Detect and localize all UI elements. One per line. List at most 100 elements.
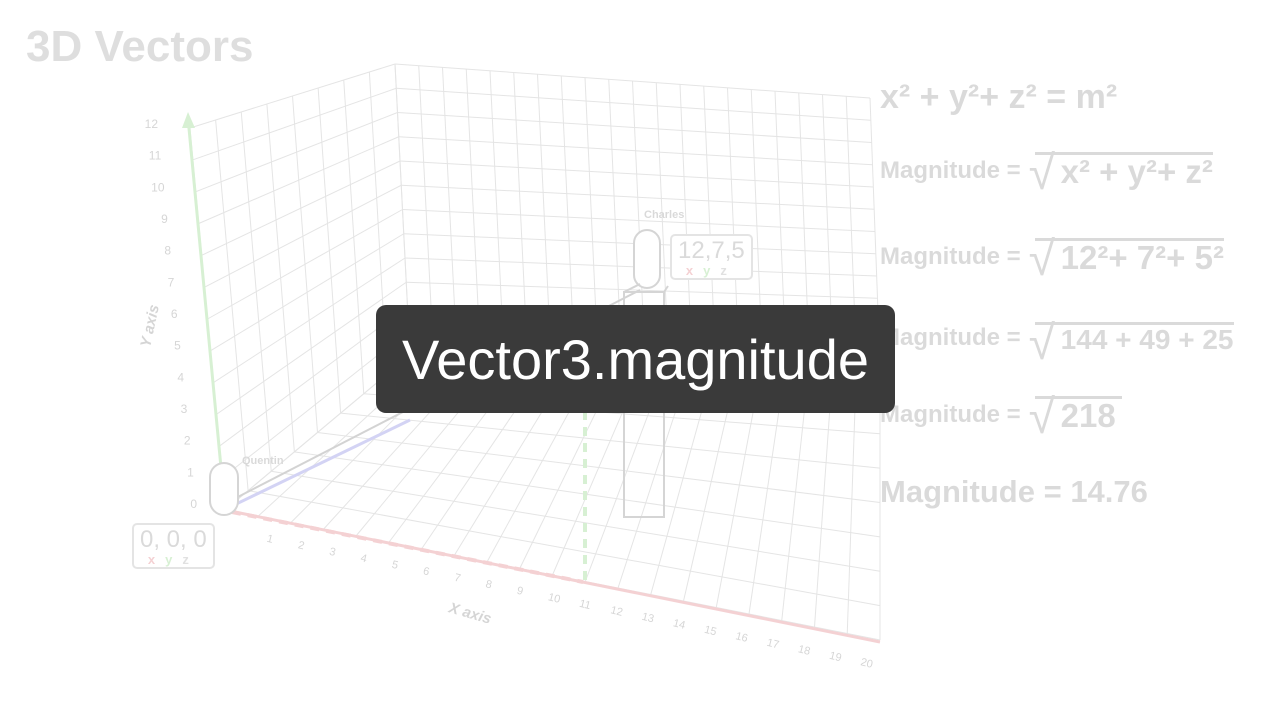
left-wall-gridline — [207, 209, 403, 320]
x-tick-label: 20 — [859, 656, 874, 671]
origin-coords-box: 0, 0, 0 xyz — [132, 523, 215, 569]
x-tick-label: 12 — [609, 604, 624, 619]
x-tick-label: 10 — [547, 591, 562, 606]
x-tick-label: 5 — [391, 559, 400, 572]
back-wall-gridline — [401, 184, 875, 210]
y-letter: y — [703, 263, 721, 278]
left-wall-gridline — [189, 63, 396, 129]
left-wall-gridline — [213, 257, 406, 384]
magnitude-line-1: Magnitude = x² + y²+ z² — [880, 149, 1213, 199]
y-axis-line — [186, 117, 227, 511]
x-tick-label: 19 — [828, 650, 843, 665]
y-letter: y — [165, 552, 183, 567]
target-pillar-edge — [663, 285, 669, 293]
left-wall-gridline — [198, 136, 399, 224]
y-tick-label: 4 — [177, 370, 184, 384]
x-tick-label: 18 — [797, 643, 812, 658]
target-character-body — [633, 229, 661, 289]
left-wall-gridline — [204, 184, 402, 288]
target-coords-box: 12,7,5 xyz — [670, 234, 753, 280]
left-wall-gridline — [317, 87, 342, 414]
left-wall-gridline — [240, 111, 272, 472]
x-tick-label: 7 — [453, 572, 462, 585]
y-axis-arrow — [182, 112, 195, 128]
back-wall-gridline — [399, 160, 874, 188]
y-tick-label: 11 — [149, 149, 162, 163]
left-wall-gridline — [195, 112, 398, 193]
sqrt-expr: 144 + 49 + 25 — [1029, 319, 1234, 370]
z-axis-line — [227, 418, 411, 510]
floor-gridline — [294, 451, 881, 538]
x-tick-label: 9 — [516, 585, 525, 598]
back-wall-gridline — [404, 257, 877, 277]
floor-gridline — [248, 490, 881, 607]
z-letter: z — [720, 263, 737, 278]
x-tick-label: 6 — [422, 565, 431, 578]
floor-gridline — [271, 470, 881, 572]
magnitude-result: Magnitude = 14.76 — [880, 474, 1148, 509]
left-wall-gridline — [266, 103, 295, 452]
target-pillar-edge — [623, 283, 641, 293]
y-tick-label: 2 — [184, 434, 191, 448]
magnitude-label: Magnitude = — [880, 400, 1021, 428]
pythagoras-equation: x² + y²+ z² = m² — [880, 78, 1117, 117]
page-title: 3D Vectors — [26, 22, 254, 71]
magnitude-label: Magnitude = — [880, 242, 1021, 270]
left-wall-gridline — [201, 160, 401, 256]
origin-coords: 0, 0, 0 — [140, 526, 207, 553]
x-component-dashed — [231, 510, 584, 584]
target-coords: 12,7,5 — [678, 237, 745, 264]
magnitude-line-4: Magnitude = 218 — [880, 393, 1122, 443]
sqrt-expr: x² + y²+ z² — [1029, 149, 1213, 199]
back-wall-gridline — [394, 63, 871, 99]
x-letter: x — [685, 263, 704, 278]
back-wall-gridline — [397, 112, 872, 143]
y-tick-label: 1 — [187, 465, 194, 479]
y-tick-label: 8 — [164, 244, 171, 258]
x-tick-label: 16 — [734, 630, 749, 645]
y-tick-label: 6 — [171, 307, 178, 321]
y-tick-label: 10 — [151, 180, 165, 194]
x-tick-label: 3 — [328, 546, 337, 559]
x-tick-label: 14 — [672, 617, 687, 632]
magnitude-label: Magnitude = — [880, 324, 1021, 352]
axis-letters: xyz — [678, 264, 745, 278]
x-tick-label: 15 — [703, 624, 718, 639]
y-tick-label: 7 — [168, 275, 175, 289]
x-tick-label: 11 — [578, 598, 592, 612]
y-axis-title: Y axis — [137, 303, 163, 349]
y-tick-label: 5 — [174, 339, 181, 353]
left-wall-gridline — [215, 281, 407, 415]
magnitude-line-3: Magnitude = 144 + 49 + 25 — [880, 319, 1234, 370]
back-wall-gridline — [402, 209, 876, 232]
axis-letters: xyz — [140, 553, 207, 567]
x-tick-label: 17 — [766, 637, 781, 652]
y-tick-label: 12 — [145, 117, 159, 131]
back-wall-gridline — [403, 233, 876, 255]
z-letter: z — [182, 552, 199, 567]
left-wall-gridline — [189, 127, 226, 511]
back-wall-gridline — [406, 281, 878, 299]
x-axis-line — [224, 508, 881, 644]
x-letter: x — [147, 552, 166, 567]
floor-gridline — [340, 412, 881, 469]
magnitude-line-2: Magnitude = 12²+ 7²+ 5² — [880, 235, 1224, 285]
left-wall-gridline — [215, 119, 249, 491]
sqrt-expr: 218 — [1029, 393, 1122, 443]
y-tick-label: 9 — [161, 212, 168, 226]
left-wall-gridline — [292, 95, 318, 433]
left-wall-gridline — [192, 87, 397, 161]
x-tick-label: 1 — [266, 533, 275, 546]
target-character-name: Charles — [644, 209, 684, 221]
left-wall-gridline — [210, 233, 405, 352]
magnitude-label: Magnitude = — [880, 156, 1021, 184]
origin-character-name: Quentin — [242, 455, 284, 467]
sqrt-expr: 12²+ 7²+ 5² — [1029, 235, 1224, 285]
back-wall-gridline — [396, 87, 871, 121]
x-axis-title: X axis — [446, 599, 493, 628]
floor-gridline — [317, 432, 881, 503]
caption-banner: Vector3.magnitude — [376, 305, 895, 413]
left-wall-gridline — [343, 79, 365, 394]
x-tick-label: 2 — [297, 539, 306, 552]
x-tick-label: 8 — [484, 578, 493, 591]
